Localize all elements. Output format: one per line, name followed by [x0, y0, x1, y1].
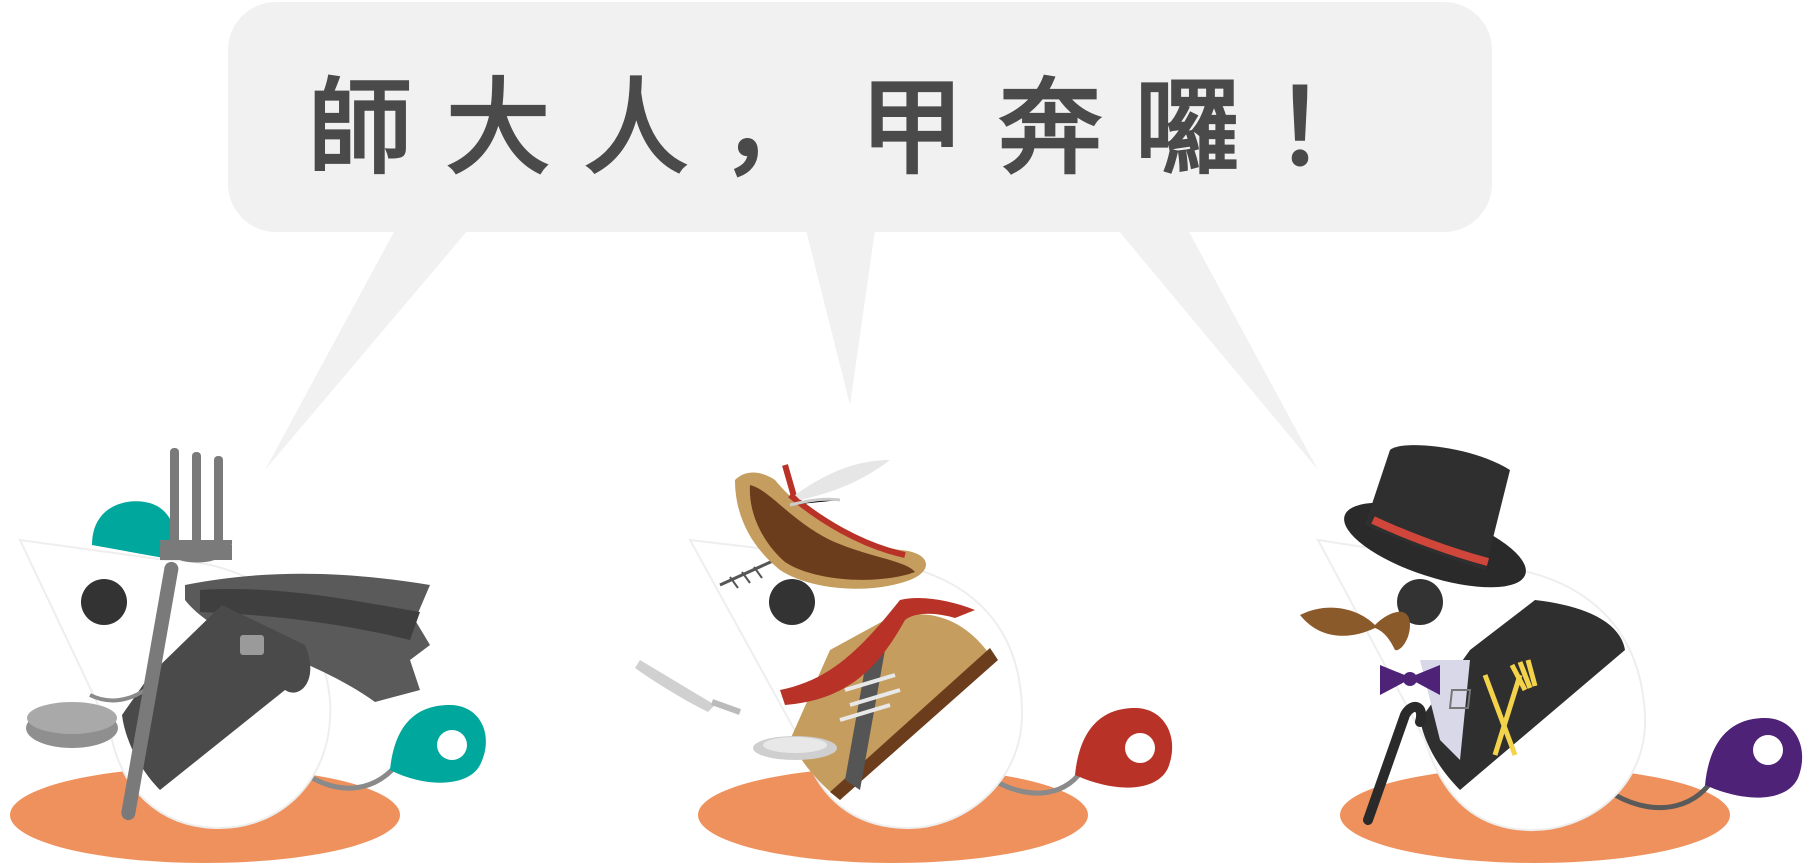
eye [769, 579, 815, 625]
character-musketeer [635, 460, 1173, 863]
eye [1397, 579, 1443, 625]
character-knight [10, 448, 486, 863]
eye [81, 579, 127, 625]
speech-bubble [228, 2, 1492, 470]
fork-icon [121, 448, 233, 821]
character-gentleman [1300, 445, 1803, 863]
speech-text: 師大人，甲奔囉！ [307, 66, 1412, 189]
